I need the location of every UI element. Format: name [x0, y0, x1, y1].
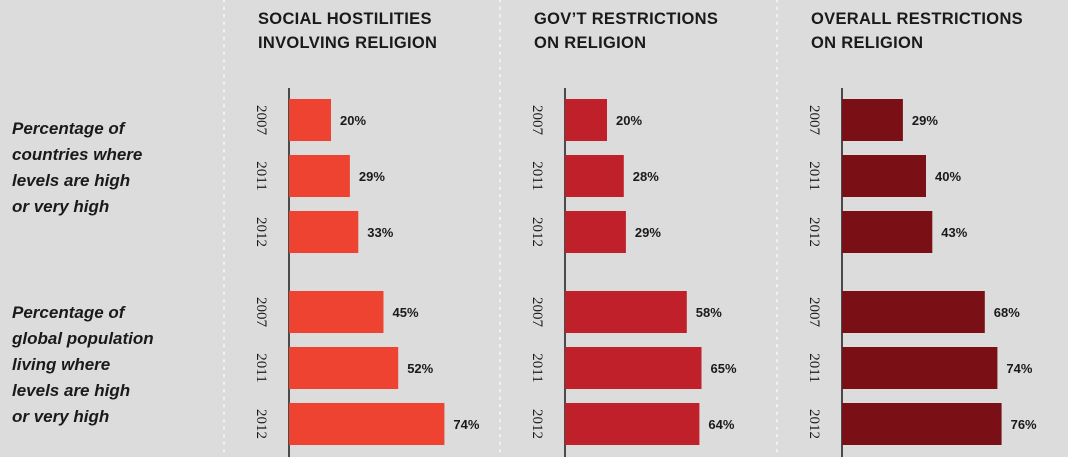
bar-0-0-0: [289, 99, 331, 141]
year-label-2-0-1: 2011: [806, 161, 822, 190]
year-label-1-1-2: 2012: [529, 409, 545, 439]
value-label-0-0-2: 33%: [367, 225, 393, 240]
chart-title-0-line-1: INVOLVING RELIGION: [258, 34, 437, 52]
value-label-2-0-0: 29%: [912, 113, 938, 128]
bar-0-0-2: [289, 211, 359, 253]
value-label-0-1-1: 52%: [407, 361, 433, 376]
bar-2-0-2: [842, 211, 933, 253]
bar-1-0-2: [565, 211, 626, 253]
row-label-0-line-1: countries where: [12, 145, 142, 164]
year-label-2-0-0: 2007: [806, 105, 822, 136]
value-label-0-1-2: 74%: [453, 417, 479, 432]
value-label-1-0-2: 29%: [635, 225, 661, 240]
bar-0-0-1: [289, 155, 350, 197]
bar-2-1-1: [842, 347, 998, 389]
bar-1-0-0: [565, 99, 607, 141]
bar-1-1-0: [565, 291, 687, 333]
chart-title-2-line-0: OVERALL RESTRICTIONS: [811, 10, 1023, 28]
row-label-0-line-0: Percentage of: [12, 119, 127, 138]
value-label-0-1-0: 45%: [393, 305, 419, 320]
chart-title-2-line-1: ON RELIGION: [811, 34, 923, 52]
value-label-0-0-0: 20%: [340, 113, 366, 128]
bar-0-1-1: [289, 347, 399, 389]
value-label-2-1-0: 68%: [994, 305, 1020, 320]
value-label-2-0-1: 40%: [935, 169, 961, 184]
year-label-1-0-0: 2007: [529, 105, 545, 136]
value-label-0-0-1: 29%: [359, 169, 385, 184]
year-label-2-1-1: 2011: [806, 353, 822, 382]
year-label-0-0-0: 2007: [253, 105, 269, 136]
year-label-2-1-0: 2007: [806, 297, 822, 328]
row-label-0-line-3: or very high: [12, 197, 109, 216]
bar-2-1-0: [842, 291, 985, 333]
row-label-1-line-2: living where: [12, 355, 110, 374]
row-label-1-line-0: Percentage of: [12, 303, 127, 322]
bar-2-0-0: [842, 99, 903, 141]
year-label-0-0-2: 2012: [253, 217, 269, 247]
value-label-1-1-0: 58%: [696, 305, 722, 320]
value-label-1-0-1: 28%: [633, 169, 659, 184]
value-label-2-0-2: 43%: [941, 225, 967, 240]
row-label-0-line-2: levels are high: [12, 171, 130, 190]
value-label-1-1-2: 64%: [708, 417, 734, 432]
value-label-2-1-2: 76%: [1011, 417, 1037, 432]
value-label-1-0-0: 20%: [616, 113, 642, 128]
year-label-1-1-1: 2011: [529, 353, 545, 382]
year-label-1-1-0: 2007: [529, 297, 545, 328]
bar-2-0-1: [842, 155, 926, 197]
bar-0-1-0: [289, 291, 384, 333]
year-label-1-0-2: 2012: [529, 217, 545, 247]
value-label-1-1-1: 65%: [711, 361, 737, 376]
bar-2-1-2: [842, 403, 1002, 445]
chart-title-0-line-0: SOCIAL HOSTILITIES: [258, 10, 432, 28]
year-label-0-1-2: 2012: [253, 409, 269, 439]
chart-title-1-line-1: ON RELIGION: [534, 34, 646, 52]
chart-title-1-line-0: GOV’T RESTRICTIONS: [534, 10, 718, 28]
row-label-1-line-4: or very high: [12, 407, 109, 426]
year-label-1-0-1: 2011: [529, 161, 545, 190]
year-label-0-1-1: 2011: [253, 353, 269, 382]
bar-1-1-1: [565, 347, 702, 389]
year-label-2-1-2: 2012: [806, 409, 822, 439]
year-label-2-0-2: 2012: [806, 217, 822, 247]
bar-0-1-2: [289, 403, 445, 445]
year-label-0-1-0: 2007: [253, 297, 269, 328]
bar-1-1-2: [565, 403, 700, 445]
value-label-2-1-1: 74%: [1006, 361, 1032, 376]
row-label-1-line-1: global population: [11, 329, 154, 348]
year-label-0-0-1: 2011: [253, 161, 269, 190]
row-label-1-line-3: levels are high: [12, 381, 130, 400]
bar-1-0-1: [565, 155, 624, 197]
